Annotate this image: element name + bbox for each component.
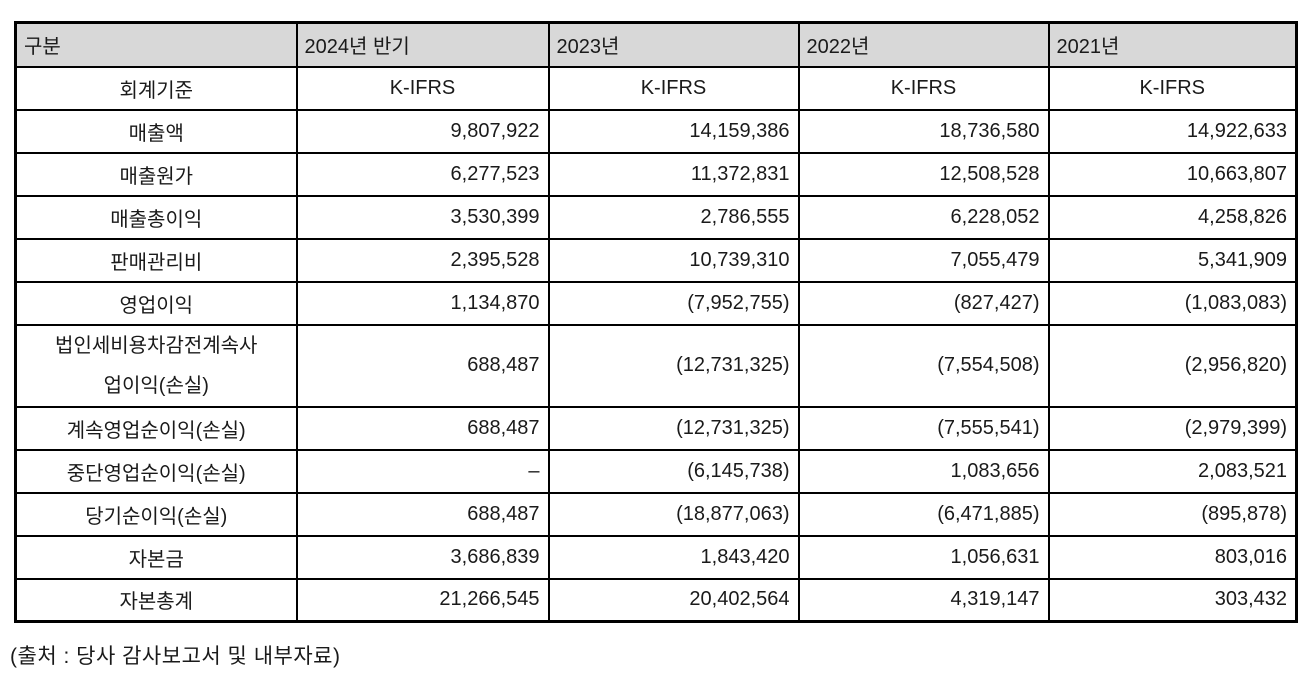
cell-value: 6,277,523	[295, 151, 550, 197]
cell-value: 4,258,826	[1047, 194, 1298, 240]
table-row-cost-of-sales: 매출원가 6,277,523 11,372,831 12,508,528 10,…	[14, 151, 1298, 197]
row-label: 계속영업순이익(손실)	[14, 405, 298, 451]
row-label: 회계기준	[14, 65, 298, 111]
cell-value: 12,508,528	[797, 151, 1050, 197]
cell-value: K-IFRS	[295, 65, 550, 111]
table-row-accounting-standard: 회계기준 K-IFRS K-IFRS K-IFRS K-IFRS	[14, 65, 1298, 111]
row-label: 판매관리비	[14, 237, 298, 283]
column-header-category: 구분	[14, 21, 298, 68]
cell-value: 688,487	[295, 323, 550, 408]
cell-value: (6,145,738)	[547, 448, 800, 494]
table-row-pretax-continuing-income: 법인세비용차감전계속사 업이익(손실) 688,487 (12,731,325)…	[14, 323, 1298, 408]
cell-value: 2,786,555	[547, 194, 800, 240]
row-label: 법인세비용차감전계속사 업이익(손실)	[14, 323, 298, 408]
cell-value: 11,372,831	[547, 151, 800, 197]
row-label: 자본총계	[14, 577, 298, 623]
cell-value: 2,395,528	[295, 237, 550, 283]
row-label: 영업이익	[14, 280, 298, 326]
column-header-2023: 2023년	[547, 21, 800, 68]
cell-value: (827,427)	[797, 280, 1050, 326]
table-row-sga-expenses: 판매관리비 2,395,528 10,739,310 7,055,479 5,3…	[14, 237, 1298, 283]
table-row-total-equity: 자본총계 21,266,545 20,402,564 4,319,147 303…	[14, 577, 1298, 623]
cell-value: 1,134,870	[295, 280, 550, 326]
cell-value: –	[295, 448, 550, 494]
financial-summary-table: 구분 2024년 반기 2023년 2022년 2021년 회계기준 K-IFR…	[14, 21, 1298, 623]
row-label: 매출원가	[14, 151, 298, 197]
cell-value: (7,554,508)	[797, 323, 1050, 408]
table-row-continuing-net-income: 계속영업순이익(손실) 688,487 (12,731,325) (7,555,…	[14, 405, 1298, 451]
cell-value: (2,979,399)	[1047, 405, 1298, 451]
table-row-operating-income: 영업이익 1,134,870 (7,952,755) (827,427) (1,…	[14, 280, 1298, 326]
cell-value: 18,736,580	[797, 108, 1050, 154]
cell-value: 14,159,386	[547, 108, 800, 154]
table-row-gross-profit: 매출총이익 3,530,399 2,786,555 6,228,052 4,25…	[14, 194, 1298, 240]
table-row-capital-stock: 자본금 3,686,839 1,843,420 1,056,631 803,01…	[14, 534, 1298, 580]
cell-value: 688,487	[295, 405, 550, 451]
cell-value: 303,432	[1047, 577, 1298, 623]
cell-value: 4,319,147	[797, 577, 1050, 623]
column-header-2022: 2022년	[797, 21, 1050, 68]
cell-value: 10,739,310	[547, 237, 800, 283]
cell-value: (1,083,083)	[1047, 280, 1298, 326]
cell-value: 688,487	[295, 491, 550, 537]
column-header-2024-half: 2024년 반기	[295, 21, 550, 68]
cell-value: (7,952,755)	[547, 280, 800, 326]
cell-value: 2,083,521	[1047, 448, 1298, 494]
cell-value: (895,878)	[1047, 491, 1298, 537]
cell-value: (12,731,325)	[547, 323, 800, 408]
cell-value: 3,686,839	[295, 534, 550, 580]
cell-value: 7,055,479	[797, 237, 1050, 283]
cell-value: 6,228,052	[797, 194, 1050, 240]
cell-value: (6,471,885)	[797, 491, 1050, 537]
cell-value: (12,731,325)	[547, 405, 800, 451]
cell-value: 14,922,633	[1047, 108, 1298, 154]
cell-value: 1,083,656	[797, 448, 1050, 494]
cell-value: 20,402,564	[547, 577, 800, 623]
row-label: 자본금	[14, 534, 298, 580]
cell-value: 3,530,399	[295, 194, 550, 240]
source-note: (출처 : 당사 감사보고서 및 내부자료)	[10, 645, 341, 668]
table-row-discontinued-net-income: 중단영업순이익(손실) – (6,145,738) 1,083,656 2,08…	[14, 448, 1298, 494]
row-label: 매출액	[14, 108, 298, 154]
cell-value: K-IFRS	[1047, 65, 1298, 111]
row-label: 매출총이익	[14, 194, 298, 240]
cell-value: K-IFRS	[547, 65, 800, 111]
cell-value: K-IFRS	[797, 65, 1050, 111]
row-label: 중단영업순이익(손실)	[14, 448, 298, 494]
cell-value: 21,266,545	[295, 577, 550, 623]
row-label: 당기순이익(손실)	[14, 491, 298, 537]
cell-value: 5,341,909	[1047, 237, 1298, 283]
cell-value: (7,555,541)	[797, 405, 1050, 451]
cell-value: 9,807,922	[295, 108, 550, 154]
cell-value: 1,056,631	[797, 534, 1050, 580]
table-header-row: 구분 2024년 반기 2023년 2022년 2021년	[14, 21, 1298, 68]
table-row-net-income: 당기순이익(손실) 688,487 (18,877,063) (6,471,88…	[14, 491, 1298, 537]
column-header-2021: 2021년	[1047, 21, 1298, 68]
cell-value: 10,663,807	[1047, 151, 1298, 197]
cell-value: 1,843,420	[547, 534, 800, 580]
cell-value: (18,877,063)	[547, 491, 800, 537]
cell-value: 803,016	[1047, 534, 1298, 580]
cell-value: (2,956,820)	[1047, 323, 1298, 408]
table-row-revenue: 매출액 9,807,922 14,159,386 18,736,580 14,9…	[14, 108, 1298, 154]
